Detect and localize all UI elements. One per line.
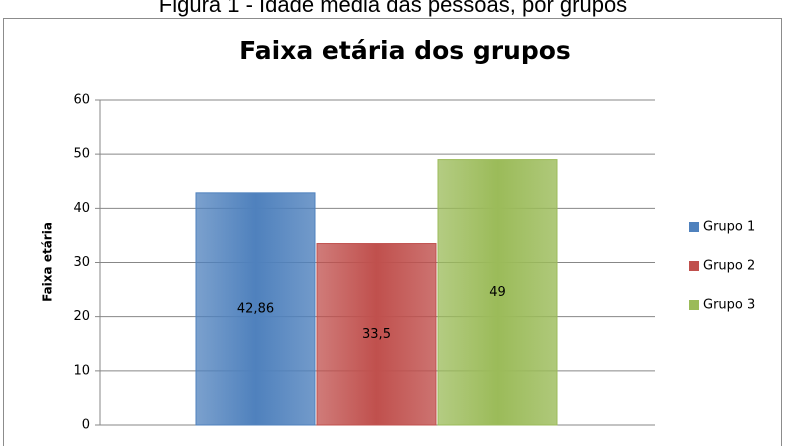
- y-tick-label: 0: [82, 418, 90, 433]
- chart-title: Faixa etária dos grupos: [239, 36, 571, 65]
- bar: [437, 159, 558, 426]
- data-label: 42,86: [237, 301, 274, 316]
- y-tick-label: 10: [73, 363, 90, 378]
- bar: [316, 243, 437, 426]
- legend-label: Grupo 1: [703, 220, 755, 235]
- legend-label: Grupo 2: [703, 259, 755, 274]
- chart-frame: [3, 18, 782, 446]
- legend-swatch: [689, 300, 699, 310]
- legend-label: Grupo 3: [703, 298, 755, 313]
- y-tick-label: 30: [73, 255, 90, 270]
- legend-swatch: [689, 222, 699, 232]
- bar: [195, 192, 316, 426]
- y-tick-label: 20: [73, 309, 90, 324]
- legend-swatch: [689, 261, 699, 271]
- data-label: 33,5: [362, 327, 391, 342]
- y-tick-label: 60: [73, 93, 90, 108]
- data-label: 49: [489, 285, 506, 300]
- y-tick-label: 50: [73, 147, 90, 162]
- figure-caption: Figura 1 - Idade média das pessoas, por …: [159, 0, 627, 17]
- y-axis-label: Faixa etária: [41, 222, 55, 302]
- y-tick-label: 40: [73, 201, 90, 216]
